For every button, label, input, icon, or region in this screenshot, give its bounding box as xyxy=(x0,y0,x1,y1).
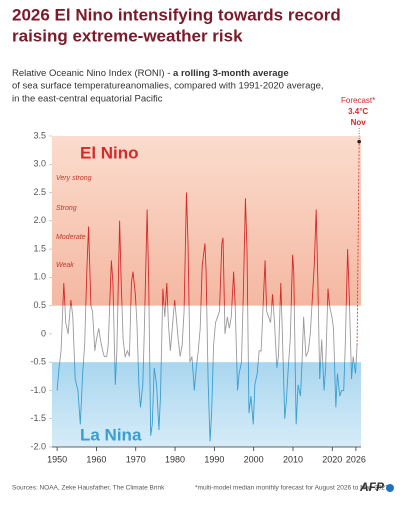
plot xyxy=(49,128,361,451)
strength-label: Very strong xyxy=(56,175,92,182)
forecast-value: 3.4°C xyxy=(348,107,368,116)
roni-line xyxy=(56,362,357,442)
x-tick-label: 1980 xyxy=(165,454,185,464)
subtitle: in the east-central equatorial Pacific xyxy=(12,94,163,105)
subtitle: of sea surface temperatureanomalies, com… xyxy=(12,81,324,92)
logo-dot xyxy=(386,484,394,492)
la-nina-band xyxy=(52,362,361,447)
x-tick-label: 1970 xyxy=(126,454,146,464)
x-tick-label: 1950 xyxy=(47,454,67,464)
y-tick-label: 2.0 xyxy=(33,215,46,225)
x-tick-label: 2010 xyxy=(283,454,303,464)
x-tick-label: 2000 xyxy=(244,454,264,464)
forecast-line xyxy=(356,141,360,346)
x-tick-label: 1960 xyxy=(86,454,106,464)
strength-label: Weak xyxy=(56,262,74,269)
y-tick-label: -1.5 xyxy=(30,413,46,423)
x-tick-label: 1990 xyxy=(204,454,224,464)
y-tick-label: 3.0 xyxy=(33,159,46,169)
la-nina-label: La Nina xyxy=(80,425,142,444)
forecast-point xyxy=(357,139,361,144)
el-nino-label: El Nino xyxy=(80,143,139,162)
forecast-month: Nov xyxy=(351,118,367,127)
logo: AFP xyxy=(359,480,385,494)
y-tick-label: 2.5 xyxy=(33,187,46,197)
roni-line xyxy=(59,305,358,363)
source: Sources: NOAA, Zeke Hausfather, The Clim… xyxy=(12,485,165,492)
y-tick-label: 3.5 xyxy=(33,130,46,140)
forecast-label: Forecast* xyxy=(341,96,375,105)
title: 2026 El Nino intensifying towards record xyxy=(12,5,341,24)
x-tick-label: 2026 xyxy=(346,454,366,464)
footnote: *multi-model median monthly forecast for… xyxy=(195,485,389,492)
y-tick-label: -2.0 xyxy=(30,441,46,451)
x-tick-label: 2020 xyxy=(322,454,342,464)
y-tick-label: -0.5 xyxy=(30,357,46,367)
strength-label: Strong xyxy=(56,205,77,212)
y-tick-label: -1.0 xyxy=(30,385,46,395)
y-tick-label: 0 xyxy=(41,328,46,338)
roni-line xyxy=(62,192,350,306)
y-tick-label: 1.5 xyxy=(33,243,46,253)
y-tick-label: 0.5 xyxy=(33,300,46,310)
subtitle-lead: Relative Oceanic Nino Index (RONI) - xyxy=(12,68,173,79)
strength-label: Moderate xyxy=(56,234,86,241)
subtitle: Relative Oceanic Nino Index (RONI) - a r… xyxy=(12,68,289,79)
subtitle-bold: a rolling 3-month average xyxy=(173,68,289,79)
y-tick-label: 1.0 xyxy=(33,272,46,282)
title: raising extreme-weather risk xyxy=(12,26,243,45)
